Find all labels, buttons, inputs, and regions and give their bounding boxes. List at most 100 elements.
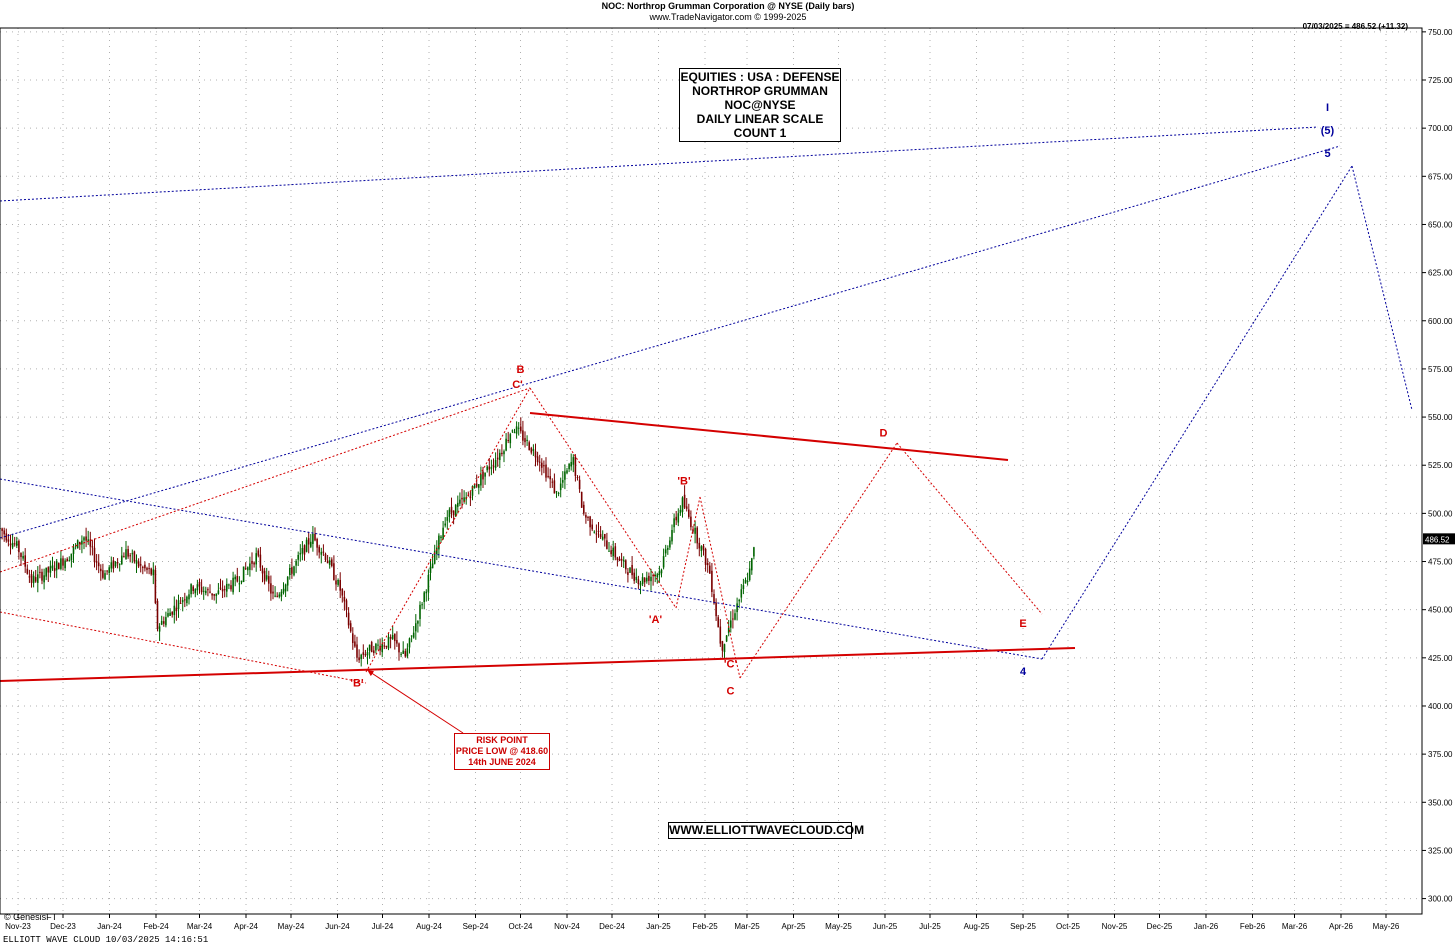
x-tick-label: Aug-24 <box>416 922 442 931</box>
candle-body <box>723 644 726 653</box>
candle-body <box>499 452 501 461</box>
candle-body <box>186 596 188 604</box>
candle-body <box>232 577 234 593</box>
candle-body <box>580 491 583 508</box>
candle-body <box>402 650 404 654</box>
candle-body <box>452 510 455 516</box>
candle-body <box>66 558 68 562</box>
blue-wave5-leg <box>1041 165 1353 660</box>
x-tick-label: Dec-23 <box>50 922 76 931</box>
candle-body <box>257 550 260 556</box>
candle-body <box>188 594 190 600</box>
y-tick-label: 525.00 <box>1428 461 1453 470</box>
candle-body <box>326 560 329 564</box>
candle-body <box>461 497 463 500</box>
candle-body <box>184 599 186 601</box>
candle-body <box>83 537 85 541</box>
candle-body <box>280 591 283 597</box>
x-tick-label: Mar-24 <box>187 922 213 931</box>
candle-body <box>32 575 35 584</box>
wave-label: 'B' <box>677 475 691 487</box>
red-wave-leg <box>896 442 1043 615</box>
candle-body <box>87 539 89 541</box>
candle-body <box>667 547 669 550</box>
candle-body <box>41 571 43 581</box>
candle-body <box>671 530 673 542</box>
candle-body <box>373 650 375 654</box>
x-tick-label: Aug-25 <box>964 922 990 931</box>
candle-body <box>440 536 442 539</box>
candle-body <box>137 561 140 567</box>
candle-body <box>545 464 547 478</box>
red-wave-leg <box>739 442 898 679</box>
candle-body <box>368 644 371 651</box>
candle-body <box>635 576 638 580</box>
candle-body <box>631 565 633 576</box>
candle-body <box>490 467 493 469</box>
candle-body <box>736 603 738 613</box>
candle-body <box>234 576 236 580</box>
y-tick-label: 300.00 <box>1428 895 1453 904</box>
candle-body <box>394 633 396 642</box>
candle-body <box>253 562 255 565</box>
candle-body <box>70 553 73 561</box>
candle-body <box>20 553 22 558</box>
candle-body <box>578 479 581 490</box>
candle-body <box>322 551 325 553</box>
candle-body <box>349 623 352 632</box>
candle-body <box>467 495 470 497</box>
candle-body <box>721 641 724 651</box>
candle-body <box>685 506 688 509</box>
candle-body <box>282 588 285 593</box>
red-wave-leg <box>699 496 741 679</box>
candle-body <box>633 572 635 581</box>
candle-body <box>181 599 184 603</box>
title-line: EQUITIES : USA : DEFENSE <box>680 70 840 84</box>
candle-body <box>169 612 171 616</box>
y-tick-label: 600.00 <box>1428 317 1453 326</box>
candle-body <box>524 438 526 443</box>
candle-body <box>301 548 304 554</box>
y-tick-label: 375.00 <box>1428 750 1453 759</box>
x-tick-label: Sep-25 <box>1010 922 1036 931</box>
x-tick-label: Apr-26 <box>1329 922 1354 931</box>
x-tick-label: Jul-24 <box>372 922 394 931</box>
candle-body <box>585 515 587 518</box>
candle-body <box>316 539 318 548</box>
candle-body <box>446 517 449 521</box>
candle-body <box>604 533 606 539</box>
candle-body <box>244 568 247 570</box>
candle-body <box>391 635 394 639</box>
candle-body <box>341 589 344 596</box>
candle-body <box>261 568 264 574</box>
candle-body <box>79 541 81 545</box>
candle-body <box>677 513 680 523</box>
candle-body <box>431 563 434 569</box>
candle-body <box>433 551 436 564</box>
candle-body <box>532 449 535 452</box>
candle-body <box>415 623 417 632</box>
candle-body <box>270 583 272 594</box>
candle-body <box>47 567 50 573</box>
x-tick-label: May-25 <box>825 922 852 931</box>
candle-body <box>207 589 209 591</box>
y-tick-label: 325.00 <box>1428 846 1453 855</box>
candle-body <box>354 641 356 647</box>
candle-body <box>118 563 121 565</box>
candle-body <box>102 570 104 578</box>
candle-body <box>238 583 241 585</box>
candle-body <box>662 556 665 568</box>
candle-body <box>648 575 650 581</box>
candle-body <box>629 567 631 573</box>
candle-body <box>614 546 617 558</box>
candle-body <box>713 594 715 604</box>
candle-body <box>289 568 291 575</box>
candle-body <box>509 434 512 444</box>
y-tick-label: 725.00 <box>1428 76 1453 85</box>
candle-body <box>517 427 520 429</box>
candle-body <box>526 439 528 442</box>
red-wave-leg <box>529 387 677 609</box>
candle-body <box>606 540 608 549</box>
candle-body <box>150 568 152 575</box>
candle-body <box>566 470 568 474</box>
